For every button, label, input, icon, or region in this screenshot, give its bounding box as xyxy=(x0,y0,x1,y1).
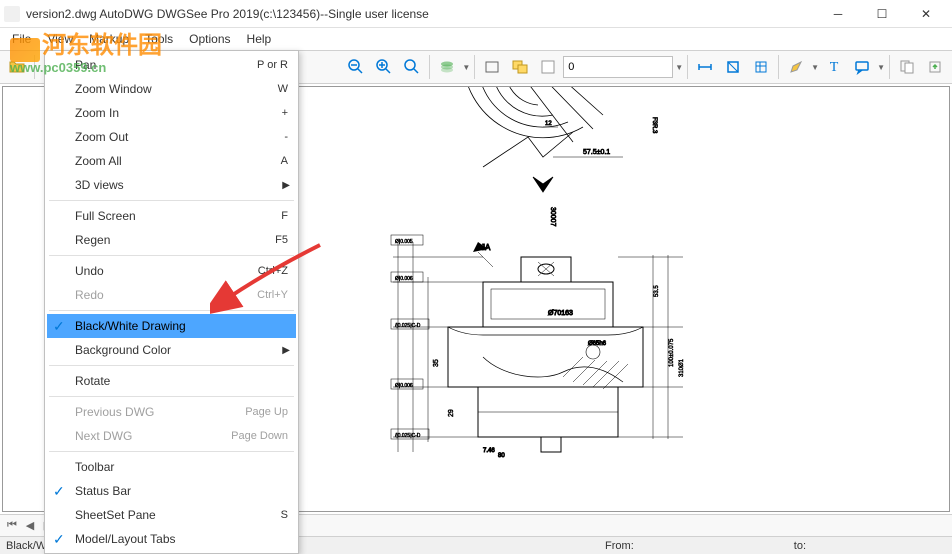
layer-input[interactable] xyxy=(563,56,673,78)
menu-view[interactable]: View xyxy=(39,30,81,48)
measure-area-icon[interactable] xyxy=(720,54,746,80)
menu-status-bar[interactable]: ✓Status Bar xyxy=(47,479,296,503)
window-title: version2.dwg AutoDWG DWGSee Pro 2019(c:\… xyxy=(26,7,816,21)
menu-help[interactable]: Help xyxy=(239,30,280,48)
menu-zoom-all[interactable]: Zoom AllA xyxy=(47,149,296,173)
pen-icon[interactable] xyxy=(783,54,809,80)
menu-toolbar[interactable]: Toolbar xyxy=(47,455,296,479)
svg-text:12: 12 xyxy=(545,121,552,127)
menu-zoom-out[interactable]: Zoom Out- xyxy=(47,125,296,149)
svg-text:57.5±0.1: 57.5±0.1 xyxy=(583,149,610,156)
text-icon[interactable]: T xyxy=(821,54,847,80)
menu-next-dwg: Next DWGPage Down xyxy=(47,424,296,448)
color-swatch-icon[interactable] xyxy=(535,54,561,80)
svg-text:Ø|0.006: Ø|0.006 xyxy=(395,276,413,282)
menu-black-white-drawing[interactable]: ✓Black/White Drawing xyxy=(47,314,296,338)
comment-icon[interactable] xyxy=(849,54,875,80)
check-icon: ✓ xyxy=(53,531,65,548)
menu-previous-dwg: Previous DWGPage Up xyxy=(47,400,296,424)
rectangles-icon[interactable] xyxy=(507,54,533,80)
svg-text:Ø|0.006: Ø|0.006 xyxy=(395,383,413,389)
svg-text:30007: 30007 xyxy=(549,207,556,227)
cad-drawing: 57.5±0.1 12 F3R.3 30007 Ø70163 xyxy=(283,86,903,512)
menu-background-color[interactable]: Background Color▶ xyxy=(47,338,296,362)
menu-regen[interactable]: RegenF5 xyxy=(47,228,296,252)
menu-undo[interactable]: UndoCtrl+Z xyxy=(47,259,296,283)
app-icon xyxy=(4,6,20,22)
zoom-in-icon[interactable] xyxy=(371,54,397,80)
svg-text:35: 35 xyxy=(433,359,440,367)
svg-text:29: 29 xyxy=(448,409,455,417)
svg-text:F3R.3: F3R.3 xyxy=(651,117,657,134)
measure-distance-icon[interactable] xyxy=(692,54,718,80)
open-folder-icon[interactable] xyxy=(4,54,30,80)
zoom-window-icon[interactable] xyxy=(399,54,425,80)
svg-text:Ø|0.005: Ø|0.005 xyxy=(395,239,413,245)
menu-model-layout-tabs[interactable]: ✓Model/Layout Tabs xyxy=(47,527,296,551)
menubar: File View Markup Tools Options Help xyxy=(0,28,952,50)
window-controls: ─ ☐ ✕ xyxy=(816,0,948,28)
tab-first-icon[interactable]: ⏮ xyxy=(6,520,18,532)
svg-text:310Ø1: 310Ø1 xyxy=(679,358,685,377)
svg-text:/|0.025|C-D: /|0.025|C-D xyxy=(395,433,421,439)
check-icon: ✓ xyxy=(53,483,65,500)
minimize-button[interactable]: ─ xyxy=(816,0,860,28)
svg-text:80: 80 xyxy=(498,453,505,459)
check-icon: ✓ xyxy=(53,318,65,335)
menu-tools[interactable]: Tools xyxy=(137,30,181,48)
menu-separator xyxy=(49,451,294,452)
layers-icon[interactable] xyxy=(434,54,460,80)
svg-text:53.5: 53.5 xyxy=(654,285,660,297)
svg-text:T: T xyxy=(830,60,839,75)
maximize-button[interactable]: ☐ xyxy=(860,0,904,28)
status-from-label: From: xyxy=(605,540,634,552)
menu-zoom-window[interactable]: Zoom WindowW xyxy=(47,77,296,101)
svg-text:7.46: 7.46 xyxy=(483,448,495,454)
menu-full-screen[interactable]: Full ScreenF xyxy=(47,204,296,228)
submenu-arrow-icon: ▶ xyxy=(282,180,290,191)
svg-text:Ø65h6: Ø65h6 xyxy=(588,341,607,347)
export-icon[interactable] xyxy=(922,54,948,80)
menu-3d-views[interactable]: 3D views▶ xyxy=(47,173,296,197)
titlebar: version2.dwg AutoDWG DWGSee Pro 2019(c:\… xyxy=(0,0,952,28)
menu-options[interactable]: Options xyxy=(181,30,238,48)
menu-pan[interactable]: PanP or R xyxy=(47,53,296,77)
view-dropdown-menu: PanP or R Zoom WindowW Zoom In+ Zoom Out… xyxy=(44,50,299,554)
menu-sheetset-pane[interactable]: SheetSet PaneS xyxy=(47,503,296,527)
menu-file[interactable]: File xyxy=(4,30,39,48)
menu-separator xyxy=(49,200,294,201)
menu-zoom-in[interactable]: Zoom In+ xyxy=(47,101,296,125)
menu-separator xyxy=(49,396,294,397)
menu-separator xyxy=(49,310,294,311)
svg-text:Ø70163: Ø70163 xyxy=(548,310,573,317)
rectangle-icon[interactable] xyxy=(479,54,505,80)
copy-icon[interactable] xyxy=(894,54,920,80)
close-button[interactable]: ✕ xyxy=(904,0,948,28)
tab-prev-icon[interactable]: ◀ xyxy=(24,520,36,532)
menu-rotate[interactable]: Rotate xyxy=(47,369,296,393)
status-to-label: to: xyxy=(794,540,806,552)
svg-text:/|0.025|C-D: /|0.025|C-D xyxy=(395,323,421,329)
submenu-arrow-icon: ▶ xyxy=(282,345,290,356)
svg-text:100±0.075: 100±0.075 xyxy=(669,338,675,367)
menu-separator xyxy=(49,255,294,256)
zoom-out-icon[interactable] xyxy=(343,54,369,80)
measure-mass-icon[interactable] xyxy=(748,54,774,80)
menu-separator xyxy=(49,365,294,366)
menu-redo: RedoCtrl+Y xyxy=(47,283,296,307)
menu-markup[interactable]: Markup xyxy=(81,30,137,48)
